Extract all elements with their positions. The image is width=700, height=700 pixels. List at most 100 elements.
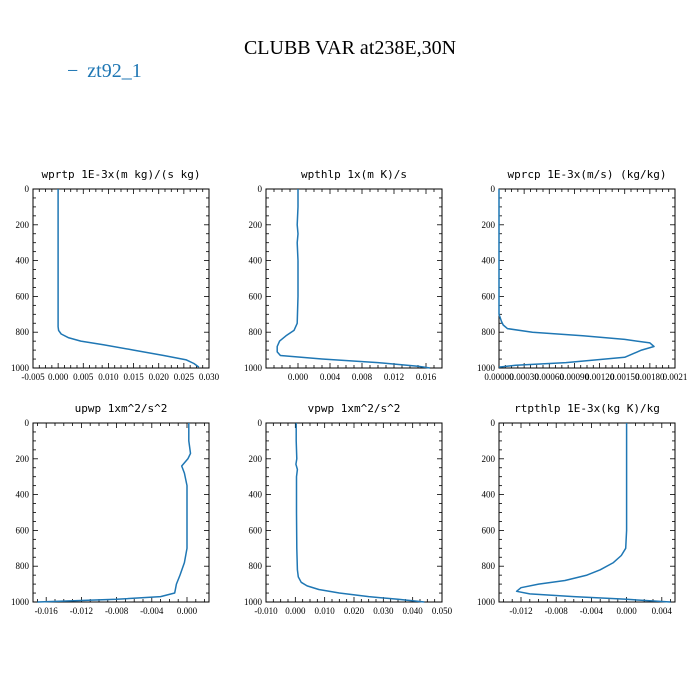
- plot-frame: [498, 188, 676, 369]
- y-tick-label: 200: [482, 220, 496, 230]
- series-line-zt92_1: [295, 423, 425, 603]
- y-tick-label: 0: [25, 418, 30, 428]
- panel-2: wpthlp 1x(m K)/s 0 200 400 600 800 1000 0.000 0.…: [244, 168, 443, 382]
- x-tick-label: 0.012: [384, 372, 404, 382]
- y-tick-label: 1000: [244, 597, 263, 607]
- panel-1: wprtp 1E-3x(m kg)/(s kg) 0 200 400 600 800 100…: [11, 168, 220, 382]
- x-tick-label: -0.005: [21, 372, 45, 382]
- y-tick-label: 600: [482, 291, 496, 301]
- figure-title: CLUBB VAR at238E,30N: [244, 37, 456, 59]
- x-tick-label: 0.000: [48, 372, 69, 382]
- x-tick-label: 0.000: [616, 606, 637, 616]
- x-tick-label: 0.00090: [560, 372, 590, 382]
- y-tick-label: 200: [16, 454, 30, 464]
- y-tick-label: 600: [482, 525, 496, 535]
- x-tick-label: 0.025: [174, 372, 195, 382]
- x-tick-label: 0.00030: [510, 372, 540, 382]
- y-tick-label: 800: [249, 561, 263, 571]
- plot-frame: [32, 422, 210, 603]
- x-tick-label: 0.050: [432, 606, 453, 616]
- y-tick-label: 800: [482, 327, 496, 337]
- panels-grid: wprtp 1E-3x(m kg)/(s kg) 0 200 400 600 800 100…: [11, 168, 687, 616]
- legend: − zt92_1: [67, 60, 142, 82]
- series-line-zt92_1: [498, 189, 655, 368]
- x-tick-label: 0.010: [315, 606, 336, 616]
- y-tick-label: 1000: [477, 597, 496, 607]
- x-tick-label: 0.020: [149, 372, 170, 382]
- x-tick-label: 0.010: [98, 372, 119, 382]
- x-tick-label: -0.012: [509, 606, 532, 616]
- legend-label: zt92_1: [87, 60, 141, 82]
- y-tick-label: 200: [482, 454, 496, 464]
- x-tick-label: 0.005: [73, 372, 94, 382]
- x-tick-label: -0.004: [140, 606, 164, 616]
- y-tick-label: 400: [16, 256, 30, 266]
- panel-title: vpwp 1xm^2/s^2: [308, 402, 401, 415]
- y-tick-label: 0: [25, 184, 30, 194]
- x-tick-label: 0.030: [199, 372, 220, 382]
- x-tick-label: 0.00000: [484, 372, 514, 382]
- x-tick-label: -0.008: [105, 606, 129, 616]
- y-tick-label: 400: [249, 256, 263, 266]
- x-tick-label: 0.00120: [585, 372, 615, 382]
- y-tick-label: 400: [482, 256, 496, 266]
- y-tick-label: 200: [249, 220, 263, 230]
- y-tick-label: 400: [249, 490, 263, 500]
- x-tick-label: -0.010: [254, 606, 278, 616]
- panel-title: wprtp 1E-3x(m kg)/(s kg): [42, 168, 201, 181]
- y-tick-label: 800: [249, 327, 263, 337]
- x-tick-label: 0.008: [352, 372, 373, 382]
- y-tick-label: 800: [16, 561, 30, 571]
- x-tick-label: 0.030: [373, 606, 394, 616]
- x-tick-label: -0.004: [580, 606, 604, 616]
- panel-title: wpthlp 1x(m K)/s: [301, 168, 407, 181]
- y-tick-label: 1000: [477, 363, 496, 373]
- y-tick-label: 800: [16, 327, 30, 337]
- y-tick-label: 1000: [244, 363, 263, 373]
- y-tick-label: 600: [249, 291, 263, 301]
- panel-6: rtpthlp 1E-3x(kg K)/kg 0 200 400 600 800 1000 -…: [477, 402, 676, 616]
- y-tick-label: 600: [249, 525, 263, 535]
- x-tick-label: 0.000: [285, 606, 306, 616]
- panel-3: wprcp 1E-3x(m/s) (kg/kg) 0 200 400 600 800 100…: [477, 168, 687, 382]
- y-tick-label: 0: [258, 418, 263, 428]
- x-tick-label: -0.008: [545, 606, 569, 616]
- x-tick-label: 0.020: [344, 606, 365, 616]
- panel-4: upwp 1xm^2/s^2 0 200 400 600 800 1000 -0.016 -0.…: [11, 402, 210, 616]
- y-tick-label: 400: [482, 490, 496, 500]
- y-tick-label: 200: [249, 454, 263, 464]
- plot-frame: [32, 188, 210, 369]
- plot-frame: [265, 422, 443, 603]
- x-tick-label: -0.016: [35, 606, 59, 616]
- series-line-zt92_1: [37, 423, 192, 603]
- panel-5: vpwp 1xm^2/s^2 0 200 400 600 800 1000-0.010 0.0…: [244, 402, 453, 616]
- y-tick-label: 600: [16, 291, 30, 301]
- y-tick-label: 0: [491, 184, 496, 194]
- y-tick-label: 800: [482, 561, 496, 571]
- x-tick-label: 0.004: [652, 606, 673, 616]
- legend-entry: − zt92_1: [67, 60, 142, 82]
- y-tick-label: 0: [491, 418, 496, 428]
- panel-title: rtpthlp 1E-3x(kg K)/kg: [514, 402, 660, 415]
- x-tick-label: 0.015: [123, 372, 144, 382]
- x-tick-label: 0.00060: [535, 372, 565, 382]
- legend-line-symbol: −: [67, 60, 78, 82]
- x-tick-label: -0.012: [70, 606, 93, 616]
- x-tick-label: 0.0021: [663, 372, 688, 382]
- x-tick-label: 0.00180: [635, 372, 665, 382]
- series-line-zt92_1: [57, 189, 200, 368]
- x-tick-label: 0.00150: [610, 372, 640, 382]
- y-tick-label: 1000: [11, 363, 30, 373]
- panel-title: upwp 1xm^2/s^2: [75, 402, 168, 415]
- x-tick-label: 0.000: [177, 606, 198, 616]
- plot-frame: [265, 188, 443, 369]
- y-tick-label: 400: [16, 490, 30, 500]
- x-tick-label: 0.016: [416, 372, 437, 382]
- y-tick-label: 600: [16, 525, 30, 535]
- series-line-zt92_1: [276, 189, 431, 369]
- x-tick-label: 0.004: [320, 372, 341, 382]
- y-tick-label: 0: [258, 184, 263, 194]
- x-tick-label: 0.000: [288, 372, 309, 382]
- y-tick-label: 1000: [11, 597, 30, 607]
